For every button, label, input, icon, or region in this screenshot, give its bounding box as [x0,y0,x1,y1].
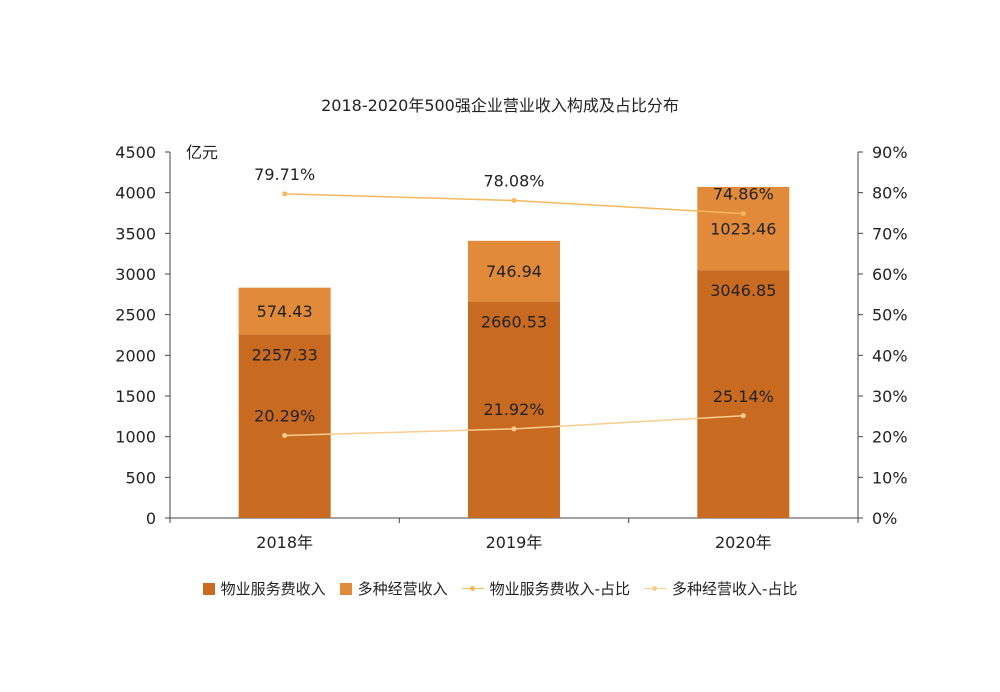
y-right-tick-label: 40% [872,346,908,365]
line-point-label: 78.08% [483,171,544,190]
legend-item-service-fee: 物业服务费收入 [202,578,326,599]
line-point [511,197,517,203]
x-tick-label: 2020年 [715,533,772,552]
line-service-fee-share [284,193,744,215]
y-right-tick-label: 50% [872,306,908,325]
x-tick-label: 2018年 [256,533,313,552]
bar-label-service-fee: 2660.53 [481,313,547,332]
legend-swatch-service-fee [202,582,215,595]
line-point [740,413,746,419]
y-right-tick-label: 10% [872,468,908,487]
line-point-label: 74.86% [713,185,774,204]
y-right-tick-label: 30% [872,387,908,406]
bar-label-service-fee: 3046.85 [710,281,776,300]
legend-swatch-diversified-share [644,583,667,595]
bar-service-fee-2 [697,270,790,518]
bar-label-service-fee: 2257.33 [252,345,318,364]
bar-label-diversified: 1023.46 [710,220,776,239]
legend-label-service-fee: 物业服务费收入 [220,580,326,598]
bar-diversified-2 [697,186,790,271]
y-left-tick-label: 4500 [115,143,156,162]
y-right-tick-label: 60% [872,265,908,284]
y-left-tick-label: 2500 [115,306,156,325]
y-left-tick-label: 4000 [115,184,156,203]
legend-item-service-fee-share: 物业服务费收入-占比 [461,578,631,599]
line-point [282,191,288,197]
line-point [282,432,288,438]
y-left-tick-label: 1000 [115,428,156,447]
y-left-tick-label: 500 [125,468,156,487]
bar-service-fee-1 [468,301,560,518]
bar-label-diversified: 746.94 [486,262,542,281]
line-point-label: 21.92% [483,400,544,419]
y-left-unit-label: 亿元 [186,143,218,162]
legend-swatch-diversified [339,582,352,595]
y-left-tick-label: 3000 [115,265,156,284]
y-left-tick-label: 1500 [115,387,156,406]
chart-legend: 物业服务费收入 多种经营收入 物业服务费收入-占比 多种经营收入-占比 [0,578,1000,599]
line-point [740,211,746,217]
chart-title: 2018-2020年500强企业营业收入构成及占比分布 [321,96,679,115]
y-right-tick-label: 70% [872,224,908,243]
bar-diversified-0 [238,287,331,335]
y-right-tick-label: 80% [872,184,908,203]
legend-swatch-service-fee-share [461,583,484,595]
line-point-label: 25.14% [713,387,774,406]
line-point [511,426,517,432]
legend-label-service-fee-share: 物业服务费收入-占比 [489,580,631,598]
legend-label-diversified-share: 多种经营收入-占比 [672,580,798,598]
legend-item-diversified-share: 多种经营收入-占比 [644,578,797,599]
bar-service-fee-0 [238,334,331,518]
legend-item-diversified: 多种经营收入 [339,578,448,599]
y-right-tick-label: 0% [872,509,897,528]
x-tick-label: 2019年 [486,533,543,552]
line-point-label: 79.71% [254,165,315,184]
bar-diversified-1 [468,240,560,302]
y-right-tick-label: 90% [872,143,908,162]
y-left-tick-label: 0 [146,509,156,528]
y-left-tick-label: 2000 [115,346,156,365]
y-right-tick-label: 20% [872,428,908,447]
legend-label-diversified: 多种经营收入 [357,580,448,598]
line-point-label: 20.29% [254,406,315,425]
y-left-tick-label: 3500 [115,224,156,243]
bar-label-diversified: 574.43 [257,302,313,321]
